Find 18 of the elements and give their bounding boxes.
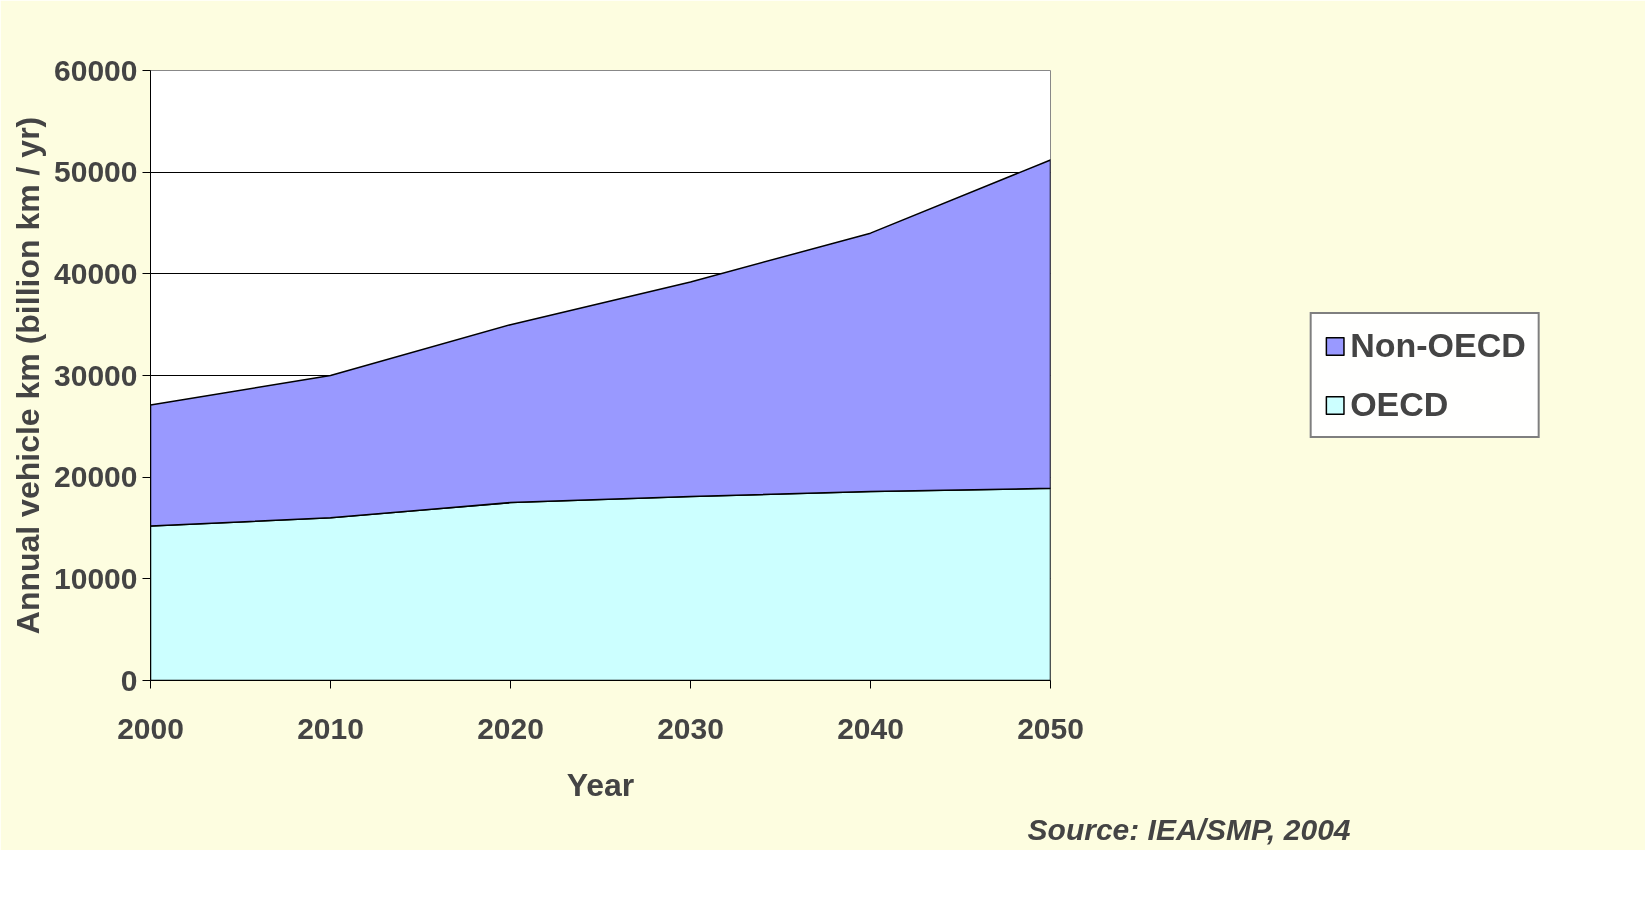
y-tick-label: 10000 [54,561,138,595]
y-axis-title: Annual vehicle km (billion km / yr) [10,116,47,635]
y-tick-label: 30000 [54,358,138,392]
y-tick-label: 60000 [54,53,138,87]
y-tick-label: 50000 [54,155,138,189]
y-tick-label: 0 [120,663,138,697]
x-axis-title: Year [566,766,635,803]
legend-label: Non-OECD [1350,326,1526,365]
x-tick-label: 2020 [477,711,544,745]
y-tick-label: 40000 [54,256,138,290]
y-tick-label: 20000 [54,460,138,494]
source-note: Source: IEA/SMP, 2004 [1027,812,1351,846]
x-tick-label: 2050 [1017,711,1084,745]
x-tick-label: 2040 [837,711,904,745]
x-tick-label: 2010 [297,711,364,745]
x-tick-label: 2000 [117,711,184,745]
legend-label: OECD [1350,385,1449,424]
x-tick-label: 2030 [657,711,724,745]
